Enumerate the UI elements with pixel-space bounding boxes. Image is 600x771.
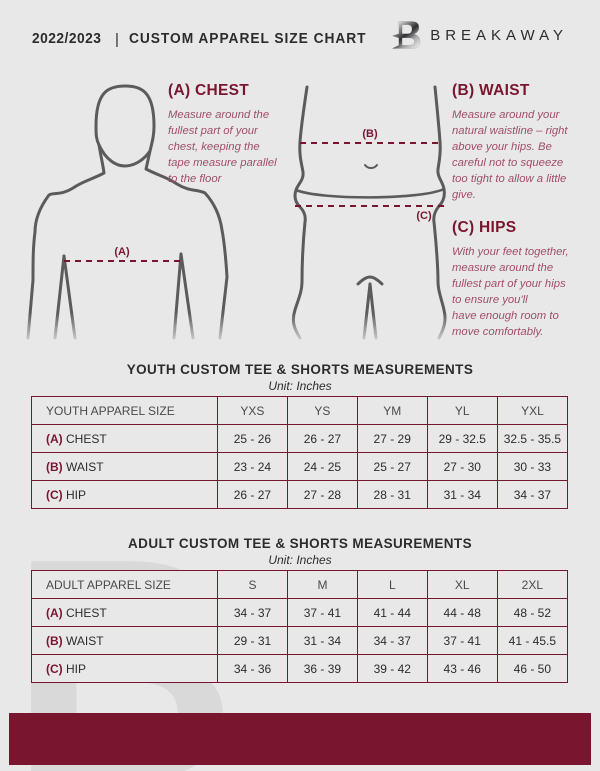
svg-text:(C): (C) <box>416 210 432 222</box>
svg-text:(B): (B) <box>362 128 378 140</box>
svg-text:(A): (A) <box>114 246 130 258</box>
